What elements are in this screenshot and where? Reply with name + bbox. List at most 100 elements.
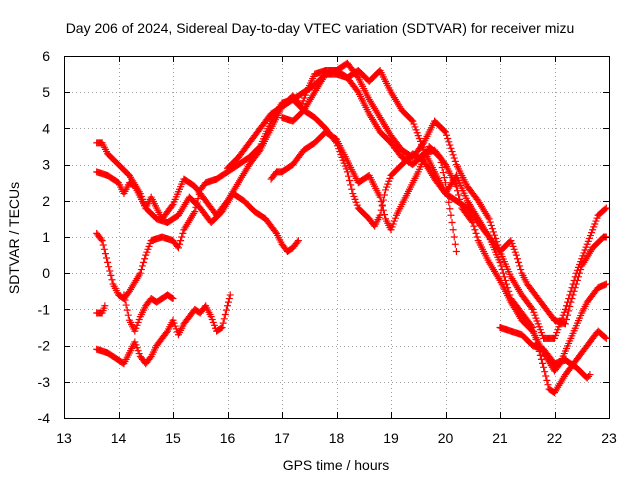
y-tick-label: 1: [42, 229, 50, 245]
data-point-marker: [497, 262, 505, 270]
y-tick-label: -3: [38, 374, 51, 390]
data-point-marker: [379, 206, 387, 214]
data-point-marker: [489, 228, 497, 236]
data-point-marker: [435, 152, 443, 160]
data-point-marker: [445, 198, 453, 206]
data-point-marker: [440, 174, 448, 182]
series-trace: [93, 291, 234, 368]
data-point-marker: [566, 291, 574, 299]
data-point-marker: [487, 221, 495, 229]
data-point-marker: [100, 245, 108, 253]
data-point-marker: [516, 262, 524, 270]
data-point-marker: [376, 193, 384, 201]
data-point-marker: [445, 138, 453, 146]
data-point-marker: [528, 304, 536, 312]
data-point-marker: [499, 269, 507, 277]
data-point-marker: [448, 219, 456, 227]
y-tick-label: 0: [42, 265, 50, 281]
y-tick-label: 3: [42, 157, 50, 173]
data-point-marker: [569, 280, 577, 288]
series-trace: [120, 291, 177, 335]
data-point-marker: [191, 208, 199, 216]
data-point-marker: [565, 295, 573, 303]
x-tick-label: 23: [601, 430, 617, 446]
data-point-marker: [123, 306, 131, 314]
data-point-marker: [512, 251, 520, 259]
data-point-marker: [99, 241, 107, 249]
data-point-marker: [442, 179, 449, 187]
data-point-marker: [470, 222, 478, 230]
chart-title: Day 206 of 2024, Sidereal Day-to-day VTE…: [66, 20, 575, 36]
data-point-marker: [140, 258, 148, 266]
data-point-marker: [138, 262, 146, 270]
data-point-marker: [450, 154, 458, 162]
data-point-marker: [176, 240, 184, 248]
data-point-marker: [218, 324, 226, 331]
data-point-marker: [179, 229, 187, 237]
data-point-marker: [539, 359, 547, 367]
data-point-marker: [348, 185, 356, 193]
data-point-marker: [105, 263, 113, 271]
data-point-marker: [419, 140, 427, 148]
data-point-marker: [501, 276, 509, 284]
data-point-marker: [437, 158, 445, 166]
series-trace: [93, 302, 109, 317]
data-point-marker: [448, 148, 456, 156]
data-point-marker: [565, 307, 573, 315]
data-point-marker: [449, 226, 457, 234]
series-trace: [278, 59, 610, 342]
y-tick-label: -1: [38, 301, 51, 317]
data-point-marker: [601, 333, 609, 341]
y-tick-label: 6: [42, 48, 50, 64]
data-point-marker: [602, 204, 610, 212]
data-point-marker: [544, 381, 552, 389]
data-point-marker: [101, 250, 109, 258]
data-point-marker: [503, 280, 511, 288]
data-point-marker: [195, 190, 203, 198]
data-point-marker: [488, 225, 496, 233]
data-point-marker: [444, 192, 452, 200]
data-point-marker: [162, 329, 170, 337]
data-point-marker: [124, 311, 132, 319]
data-point-marker: [571, 273, 579, 281]
data-point-marker: [192, 203, 200, 211]
data-point-marker: [562, 302, 570, 310]
data-point-marker: [438, 163, 446, 171]
data-point-marker: [491, 231, 499, 239]
data-point-marker: [567, 287, 575, 295]
data-point-marker: [566, 303, 574, 311]
data-point-marker: [224, 302, 231, 310]
data-point-marker: [602, 280, 610, 288]
data-point-marker: [492, 234, 500, 242]
data-point-marker: [541, 368, 549, 376]
data-point-marker: [473, 233, 481, 241]
data-point-marker: [543, 376, 551, 384]
data-point-marker: [471, 226, 479, 234]
data-point-marker: [226, 291, 234, 299]
data-point-marker: [561, 305, 569, 313]
data-point-marker: [537, 355, 545, 363]
data-point-marker: [447, 211, 455, 219]
data-point-marker: [443, 185, 451, 193]
data-point-marker: [378, 202, 386, 210]
data-point-marker: [169, 295, 177, 303]
data-point-marker: [506, 291, 514, 299]
data-point-marker: [121, 296, 129, 304]
data-point-marker: [447, 144, 455, 152]
x-tick-label: 16: [220, 430, 236, 446]
data-point-marker: [104, 258, 112, 266]
data-point-marker: [224, 298, 232, 306]
x-axis-label: GPS time / hours: [283, 457, 390, 473]
data-point-marker: [570, 276, 578, 284]
data-point-marker: [568, 284, 576, 292]
data-point-marker: [103, 254, 111, 262]
data-point-marker: [168, 202, 176, 210]
data-point-marker: [408, 116, 416, 124]
x-tick-label: 13: [56, 430, 72, 446]
data-point-marker: [513, 255, 521, 263]
data-point-marker: [177, 237, 185, 245]
data-point-marker: [136, 269, 144, 277]
data-point-marker: [504, 284, 512, 292]
